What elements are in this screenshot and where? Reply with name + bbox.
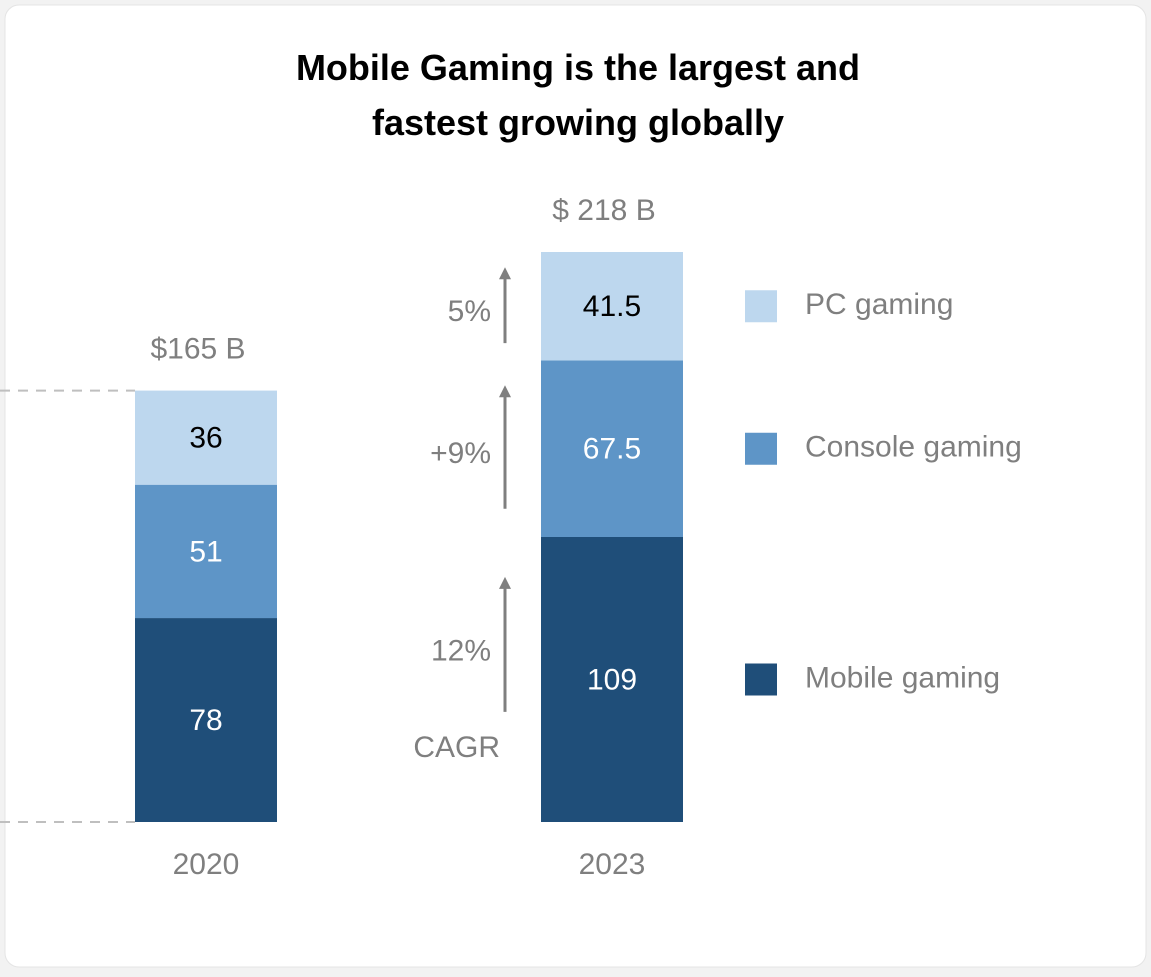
- value-label: 51: [189, 535, 222, 568]
- legend-label: Console gaming: [805, 431, 1022, 464]
- legend-label: PC gaming: [805, 288, 953, 321]
- growth-label: +9%: [430, 437, 491, 470]
- value-label: 36: [189, 422, 222, 455]
- x-tick-label: 2020: [173, 848, 240, 881]
- growth-label: 5%: [448, 295, 491, 328]
- value-label: 67.5: [583, 433, 641, 466]
- value-label: 41.5: [583, 290, 641, 323]
- legend-label: Mobile gaming: [805, 661, 1000, 694]
- growth-arrowhead: [499, 576, 511, 589]
- legend-swatch: [745, 432, 777, 465]
- value-label: 109: [587, 663, 637, 696]
- chart-title: Mobile Gaming is the largest and fastest…: [295, 47, 861, 143]
- growth-arrowhead: [499, 267, 511, 280]
- legend-swatch: [745, 290, 777, 323]
- growth-label: 12%: [431, 634, 491, 667]
- growth-arrowhead: [499, 385, 511, 398]
- total-label: $165 B: [150, 332, 245, 365]
- bar-segment: [541, 360, 683, 537]
- bar-segment: [541, 252, 683, 361]
- x-tick-label: 2023: [579, 848, 646, 881]
- legend-swatch: [745, 663, 777, 696]
- bar-segment: [135, 390, 277, 485]
- growth-caption: CAGR: [413, 731, 500, 764]
- total-label: $ 218 B: [552, 194, 655, 227]
- bar-segment: [541, 537, 683, 822]
- bar-segment: [135, 484, 277, 619]
- value-label: 78: [189, 704, 222, 737]
- title-box: Mobile Gaming is the largest and fastest…: [295, 47, 861, 143]
- bar-segment: [135, 618, 277, 822]
